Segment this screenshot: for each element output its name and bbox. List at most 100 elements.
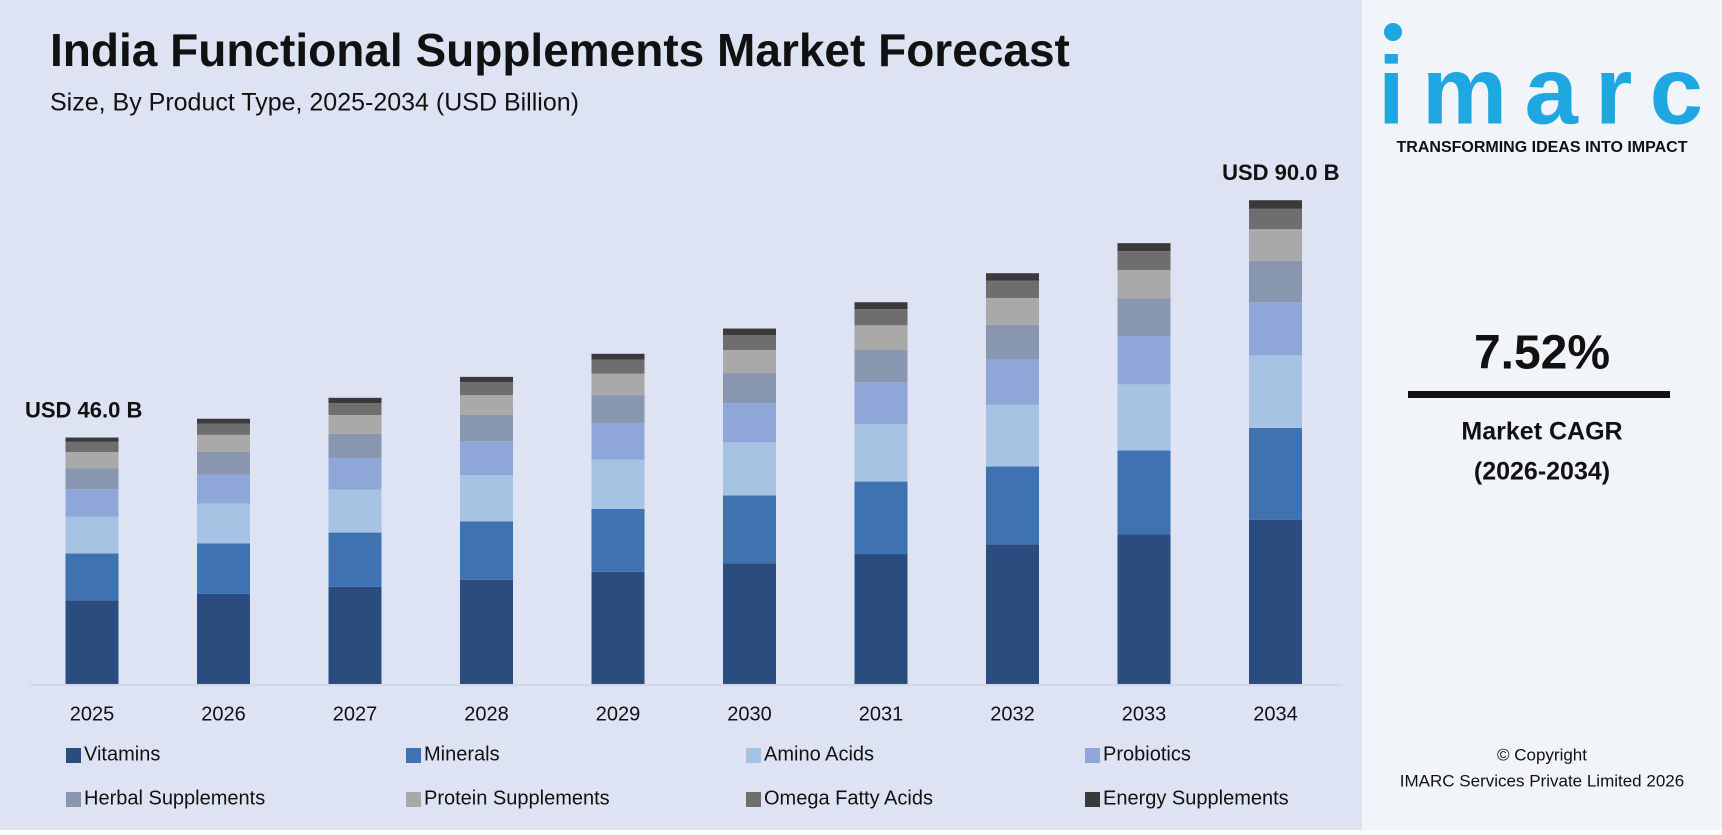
bar-segment xyxy=(1117,298,1171,337)
bar-segment xyxy=(1249,208,1302,230)
bar-segment xyxy=(854,350,908,383)
bar-segment xyxy=(1117,270,1171,299)
legend-label: Energy Supplements xyxy=(1103,787,1289,809)
bar-segment xyxy=(197,593,250,684)
bar-segment xyxy=(1249,229,1302,261)
bar-segment xyxy=(591,423,645,460)
divider xyxy=(1408,391,1670,398)
bar-segment xyxy=(986,324,1039,360)
x-tick-label: 2026 xyxy=(201,703,246,725)
bar-segment xyxy=(460,521,513,580)
bar-segment xyxy=(723,442,776,496)
annotation: USD 46.0 B xyxy=(25,397,142,422)
bar-segment xyxy=(986,280,1039,298)
bar-segment xyxy=(986,359,1039,405)
bar-segment xyxy=(854,302,908,310)
bar-segment xyxy=(328,457,382,490)
logo-dot xyxy=(1384,23,1402,41)
bar-segment xyxy=(723,563,776,684)
legend-swatch xyxy=(406,748,421,763)
cagr-label: Market CAGR xyxy=(1461,418,1622,446)
bar-segment xyxy=(591,459,645,509)
legend-swatch xyxy=(1085,792,1100,807)
bar-segment xyxy=(986,466,1039,545)
bar-segment xyxy=(65,452,119,469)
bar-segment xyxy=(328,403,382,415)
bar-segment xyxy=(65,437,119,442)
copyright: © Copyright xyxy=(1497,745,1587,764)
annotation: USD 90.0 B xyxy=(1222,160,1339,185)
bar-segment xyxy=(197,452,250,475)
bar-segment xyxy=(1117,251,1171,271)
bar-segment xyxy=(723,350,776,374)
bar-segment xyxy=(197,434,250,453)
bar-segment xyxy=(65,441,119,453)
copyright: IMARC Services Private Limited 2026 xyxy=(1400,771,1684,790)
bar-segment xyxy=(65,468,119,490)
bar-segment xyxy=(197,418,250,424)
bar-segment xyxy=(328,414,382,434)
bar-segment xyxy=(854,424,908,482)
bar-segment xyxy=(1249,519,1302,684)
bar-segment xyxy=(65,516,119,554)
bar-segment xyxy=(328,586,382,684)
bar-segment xyxy=(591,359,645,374)
bar-segment xyxy=(328,489,382,533)
legend-swatch xyxy=(1085,748,1100,763)
legend-swatch xyxy=(66,792,81,807)
bar-segment xyxy=(460,441,513,476)
legend-label: Amino Acids xyxy=(764,743,874,765)
bar-segment xyxy=(460,382,513,396)
logo: imarc xyxy=(1378,37,1703,144)
bar-segment xyxy=(328,397,382,404)
bar-segment xyxy=(854,382,908,425)
bar-segment xyxy=(1117,450,1171,535)
bar-segment xyxy=(460,376,513,383)
bar-segment xyxy=(591,571,645,684)
bar-segment xyxy=(328,532,382,587)
bar-segment xyxy=(986,273,1039,281)
bar-segment xyxy=(986,404,1039,467)
bar-segment xyxy=(723,334,776,351)
bar-segment xyxy=(591,353,645,360)
bar-segment xyxy=(591,395,645,424)
x-tick-label: 2030 xyxy=(727,703,772,725)
bar-segment xyxy=(1117,243,1171,252)
legend-label: Protein Supplements xyxy=(424,787,610,809)
bar-segment xyxy=(460,414,513,442)
bar-segment xyxy=(197,543,250,594)
legend-swatch xyxy=(746,748,761,763)
legend-label: Vitamins xyxy=(84,743,160,765)
bar-segment xyxy=(723,328,776,335)
bar-segment xyxy=(460,395,513,415)
bar-segment xyxy=(1117,336,1171,385)
legend-swatch xyxy=(746,792,761,807)
x-tick-label: 2027 xyxy=(333,703,378,725)
side-panel xyxy=(1362,0,1722,830)
bar-segment xyxy=(1249,427,1302,520)
bar-segment xyxy=(854,554,908,684)
bar-segment xyxy=(65,600,119,684)
bar-segment xyxy=(1249,260,1302,303)
bar-segment xyxy=(460,475,513,522)
bar-segment xyxy=(197,423,250,435)
bar-segment xyxy=(460,579,513,684)
bar-segment xyxy=(591,508,645,572)
bar-segment xyxy=(328,433,382,458)
bar-segment xyxy=(65,553,119,601)
x-tick-label: 2033 xyxy=(1122,703,1167,725)
cagr-value: 7.52% xyxy=(1474,327,1610,380)
bar-segment xyxy=(986,544,1039,684)
x-tick-label: 2029 xyxy=(596,703,641,725)
bar-segment xyxy=(723,495,776,564)
bar-segment xyxy=(591,373,645,396)
bar-segment xyxy=(197,474,250,504)
bar-segment xyxy=(65,489,119,517)
legend-label: Omega Fatty Acids xyxy=(764,787,933,809)
bar-segment xyxy=(854,481,908,555)
cagr-period: (2026-2034) xyxy=(1474,458,1610,486)
tagline: TRANSFORMING IDEAS INTO IMPACT xyxy=(1397,139,1688,156)
legend-swatch xyxy=(406,792,421,807)
x-tick-label: 2028 xyxy=(464,703,509,725)
